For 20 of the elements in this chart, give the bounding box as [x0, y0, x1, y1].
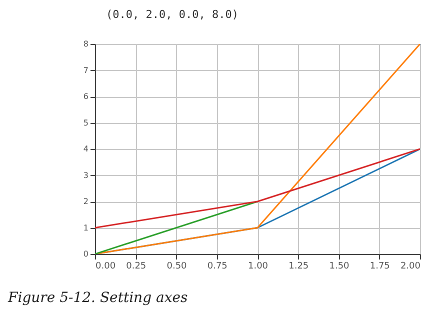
x-tick-label: 1.50 [329, 262, 350, 272]
y-tick-label: 5 [83, 118, 88, 128]
x-tick-label: 1.75 [370, 262, 390, 272]
y-tick-label: 0 [83, 250, 88, 258]
y-tick-label: 3 [83, 170, 88, 180]
x-tick-label: 1.00 [248, 262, 268, 272]
text: (0.0, 2.0, 0.0, 8.0) [106, 8, 238, 21]
y-tick-label: 6 [83, 92, 88, 101]
x-tick-label: 0.00 [96, 262, 116, 272]
x-tick-label: 0.50 [166, 262, 188, 272]
x-tick-label: 0.75 [207, 262, 228, 272]
y-tick-label: 8 [83, 40, 88, 48]
caption: Figure 5-12. Setting axes [8, 290, 188, 306]
y-tick-label: 2 [83, 197, 88, 206]
x-tick-label: 1.25 [288, 262, 309, 272]
x-tick-label: 2.00 [400, 262, 421, 272]
y-tick-label: 4 [83, 144, 88, 154]
x-tick-label: 0.25 [126, 262, 146, 272]
y-tick-label: 7 [83, 66, 88, 75]
y-tick-label: 1 [83, 223, 88, 232]
